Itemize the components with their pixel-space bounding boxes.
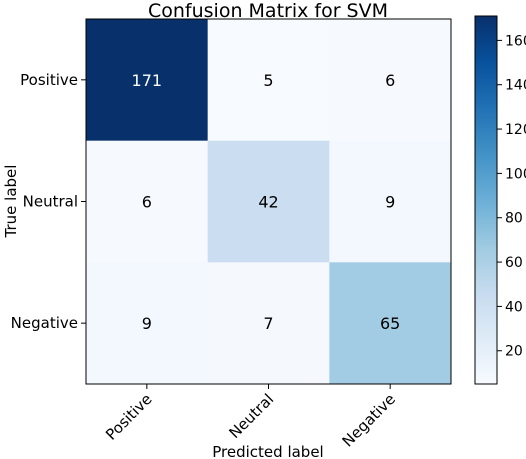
heatmap-cell [207,262,330,385]
heatmap-cell [86,19,209,142]
x-tick-label: Neutral [225,390,277,442]
cell-value-label: 65 [380,314,400,333]
cell-value-label: 5 [263,71,273,90]
heatmap-cell [329,19,452,142]
y-axis-ticks: Positive Neutral Negative [11,71,86,332]
cell-value-label: 9 [142,314,152,333]
chart-title: Confusion Matrix for SVM [148,0,388,22]
colorbar [474,15,498,385]
heatmap-cell [207,140,330,263]
cell-value-labels: 171 5 6 6 42 9 9 7 65 [132,71,401,333]
heatmap-cells [86,19,452,385]
heatmap-cell [329,140,452,263]
cell-value-label: 9 [385,193,395,212]
heatmap-cell [86,140,209,263]
colorbar-tick-label: 100 [505,166,526,182]
colorbar-tick-label: 160 [505,33,526,49]
x-axis-ticks: Positive Neutral Negative [102,384,399,450]
x-axis-label: Predicted label [212,443,323,459]
y-tick-label: Positive [20,71,78,89]
x-tick-label: Positive [102,390,156,444]
heatmap-cell [329,262,452,385]
colorbar-tick-label: 120 [505,122,526,138]
cell-value-label: 42 [258,193,278,212]
heatmap-cell [207,19,330,142]
cell-value-label: 6 [385,71,395,90]
cell-value-label: 6 [142,193,152,212]
colorbar-tick-label: 80 [505,211,523,227]
colorbar-ticks: 20 40 60 80 100 120 140 160 [497,33,526,360]
colorbar-tick-label: 40 [505,299,523,315]
colorbar-tick-label: 140 [505,78,526,94]
colorbar-tick-label: 20 [505,344,523,360]
heatmap-cell [86,262,209,385]
y-tick-label: Negative [11,314,78,332]
colorbar-tick-label: 60 [505,255,523,271]
x-tick-label: Negative [339,390,399,450]
cell-value-label: 171 [132,71,163,90]
y-tick-label: Neutral [23,193,78,211]
y-axis-label: True label [2,165,20,239]
cell-value-label: 7 [263,314,273,333]
